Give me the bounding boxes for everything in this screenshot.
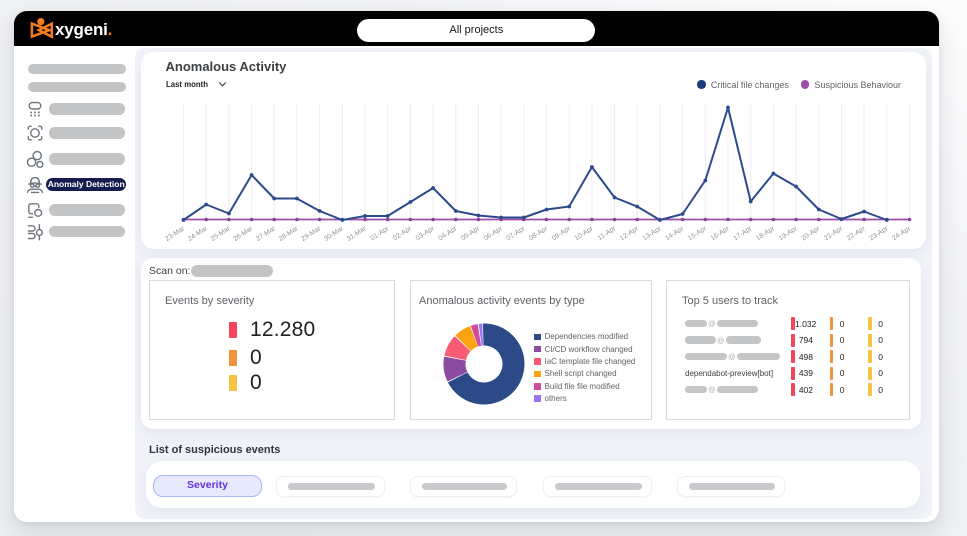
svg-text:17-Apr: 17-Apr <box>732 225 754 242</box>
svg-text:12-Apr: 12-Apr <box>618 225 640 242</box>
svg-text:07-Apr: 07-Apr <box>505 225 527 242</box>
svg-text:03-Apr: 03-Apr <box>414 225 436 242</box>
svg-text:15-Apr: 15-Apr <box>686 225 708 242</box>
svg-text:02-Apr: 02-Apr <box>392 225 414 242</box>
svg-text:23-Apr: 23-Apr <box>868 225 890 242</box>
svg-text:19-Apr: 19-Apr <box>777 225 799 242</box>
svg-text:11-Apr: 11-Apr <box>596 225 617 242</box>
svg-text:29-Mar: 29-Mar <box>300 225 322 243</box>
svg-text:10-Apr: 10-Apr <box>573 225 595 242</box>
svg-text:23-Mar: 23-Mar <box>164 225 186 243</box>
svg-text:24-Mar: 24-Mar <box>186 225 208 243</box>
svg-text:21-Apr: 21-Apr <box>823 225 845 242</box>
svg-text:16-Apr: 16-Apr <box>709 225 731 242</box>
svg-text:28-Mar: 28-Mar <box>277 225 299 243</box>
svg-text:20-Apr: 20-Apr <box>800 225 822 242</box>
svg-text:04-Apr: 04-Apr <box>437 225 459 242</box>
svg-text:22-Apr: 22-Apr <box>845 225 867 242</box>
svg-text:05-Apr: 05-Apr <box>460 225 482 242</box>
svg-text:25-Mar: 25-Mar <box>209 225 231 243</box>
svg-text:31-Mar: 31-Mar <box>345 225 367 243</box>
svg-text:27-Mar: 27-Mar <box>255 225 277 243</box>
svg-text:24-Apr: 24-Apr <box>891 225 913 242</box>
svg-text:14-Apr: 14-Apr <box>664 225 686 242</box>
svg-text:06-Apr: 06-Apr <box>482 225 504 242</box>
svg-text:08-Apr: 08-Apr <box>528 225 550 242</box>
svg-text:26-Mar: 26-Mar <box>232 225 254 243</box>
svg-text:30-Mar: 30-Mar <box>323 225 345 243</box>
svg-text:13-Apr: 13-Apr <box>641 225 663 242</box>
svg-text:01-Apr: 01-Apr <box>369 225 391 242</box>
svg-text:18-Apr: 18-Apr <box>755 225 777 242</box>
svg-text:09-Apr: 09-Apr <box>550 225 572 242</box>
